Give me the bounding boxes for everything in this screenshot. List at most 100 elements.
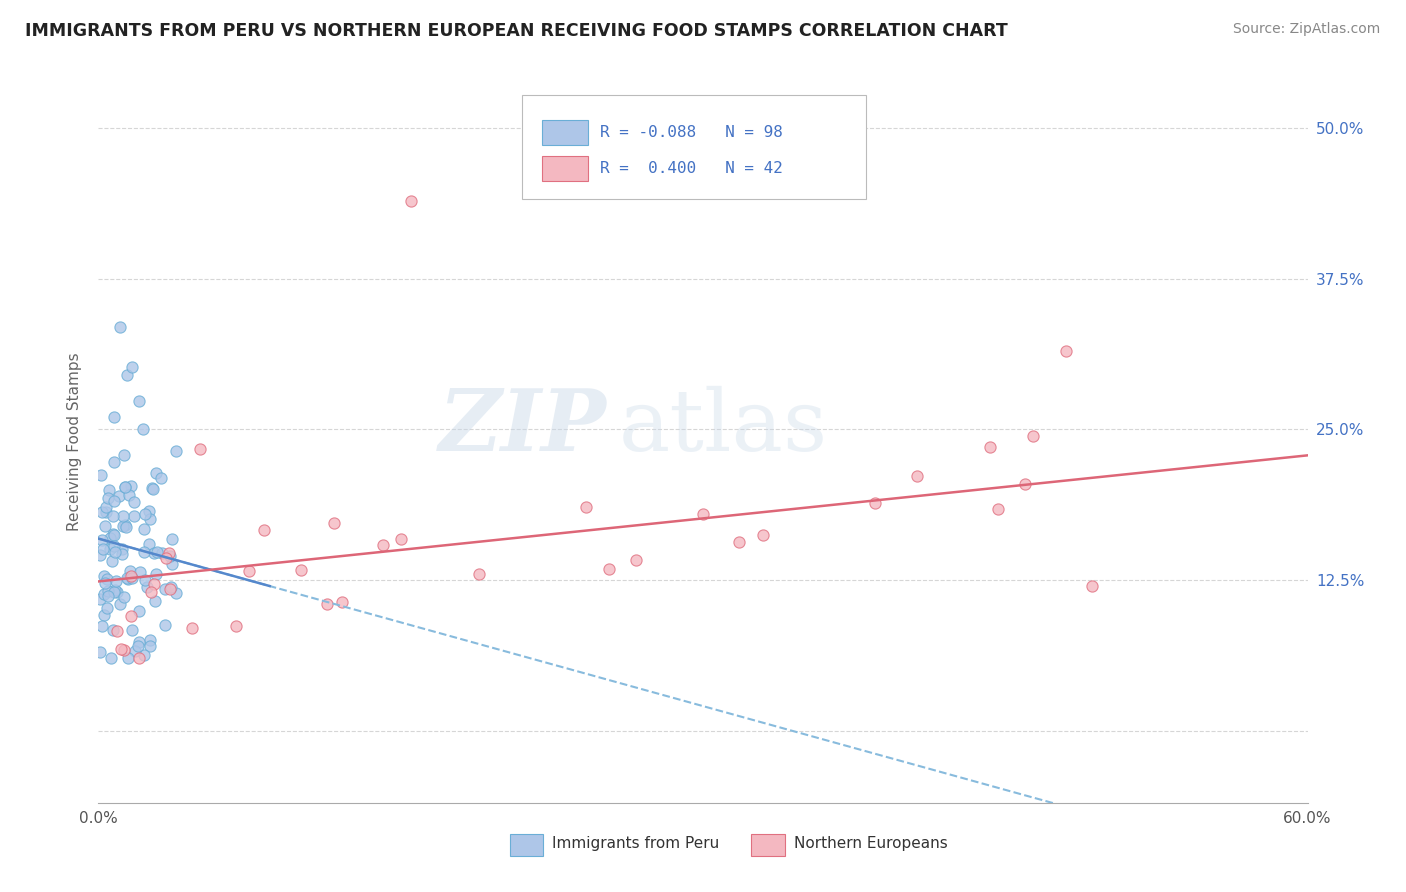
Point [863, 495, 886, 509]
Point [1022, 429, 1045, 443]
Point [159, 582, 181, 596]
Point [105, 574, 128, 588]
Point [316, 598, 339, 612]
Point [108, 597, 131, 611]
Point [145, 594, 167, 608]
Point [134, 573, 156, 587]
Point [124, 495, 146, 509]
Point [128, 635, 150, 649]
Point [97, 589, 120, 603]
Point [132, 422, 155, 436]
FancyBboxPatch shape [543, 156, 588, 181]
Point [752, 527, 775, 541]
Point [139, 633, 162, 648]
Point [135, 580, 157, 594]
Point [103, 410, 125, 425]
Point [399, 194, 422, 208]
Point [127, 640, 149, 654]
Point [142, 576, 165, 591]
Point [1014, 476, 1036, 491]
Point [115, 571, 138, 585]
Text: ZIP: ZIP [439, 385, 606, 469]
Point [188, 442, 211, 456]
Point [145, 567, 167, 582]
Point [468, 566, 491, 581]
Point [117, 572, 139, 586]
Point [159, 549, 181, 564]
Point [110, 642, 132, 657]
Point [134, 648, 156, 662]
Point [103, 527, 125, 541]
Point [129, 566, 152, 580]
Point [112, 518, 135, 533]
Text: R =  0.400   N = 42: R = 0.400 N = 42 [600, 161, 783, 177]
Point [91, 505, 114, 519]
Point [103, 623, 125, 637]
Point [905, 469, 928, 483]
Point [238, 564, 260, 578]
Point [149, 471, 172, 485]
Point [117, 651, 139, 665]
Point [108, 320, 131, 334]
Point [101, 554, 124, 568]
Point [112, 448, 135, 462]
Point [139, 585, 162, 599]
Point [121, 623, 143, 637]
Point [134, 545, 156, 559]
Point [108, 489, 131, 503]
Point [94, 505, 117, 519]
Point [104, 545, 127, 559]
FancyBboxPatch shape [509, 834, 543, 855]
Point [93, 587, 115, 601]
Point [1080, 579, 1102, 593]
Point [146, 545, 169, 559]
Point [692, 507, 714, 521]
Point [253, 524, 276, 538]
Text: Source: ZipAtlas.com: Source: ZipAtlas.com [1233, 22, 1381, 37]
Point [104, 582, 127, 597]
Point [121, 359, 143, 374]
Point [160, 532, 183, 546]
Point [332, 595, 354, 609]
Point [91, 618, 114, 632]
FancyBboxPatch shape [543, 120, 588, 145]
Point [89, 645, 111, 659]
Point [153, 582, 176, 596]
Point [575, 500, 598, 515]
Point [389, 532, 412, 546]
Point [128, 651, 150, 665]
Point [160, 580, 183, 594]
Point [157, 546, 180, 560]
Point [118, 488, 141, 502]
Point [97, 491, 120, 505]
Point [111, 542, 134, 557]
Point [120, 609, 142, 624]
Point [96, 584, 118, 599]
Point [128, 394, 150, 409]
Point [626, 553, 648, 567]
Point [90, 533, 112, 547]
Point [987, 501, 1010, 516]
Point [89, 592, 111, 607]
Point [105, 624, 128, 638]
Point [165, 443, 187, 458]
Point [96, 500, 118, 514]
Point [96, 600, 118, 615]
Text: Northern Europeans: Northern Europeans [793, 836, 948, 851]
Point [94, 519, 117, 533]
Point [105, 585, 128, 599]
Point [155, 550, 177, 565]
Point [150, 546, 173, 560]
Point [160, 557, 183, 571]
Point [114, 480, 136, 494]
Point [979, 440, 1001, 454]
Point [139, 512, 162, 526]
Text: Immigrants from Peru: Immigrants from Peru [551, 836, 718, 851]
Point [120, 569, 142, 583]
Point [323, 516, 346, 530]
Point [124, 508, 146, 523]
Point [114, 480, 136, 494]
Point [103, 494, 125, 508]
Point [145, 466, 167, 480]
Point [225, 619, 247, 633]
